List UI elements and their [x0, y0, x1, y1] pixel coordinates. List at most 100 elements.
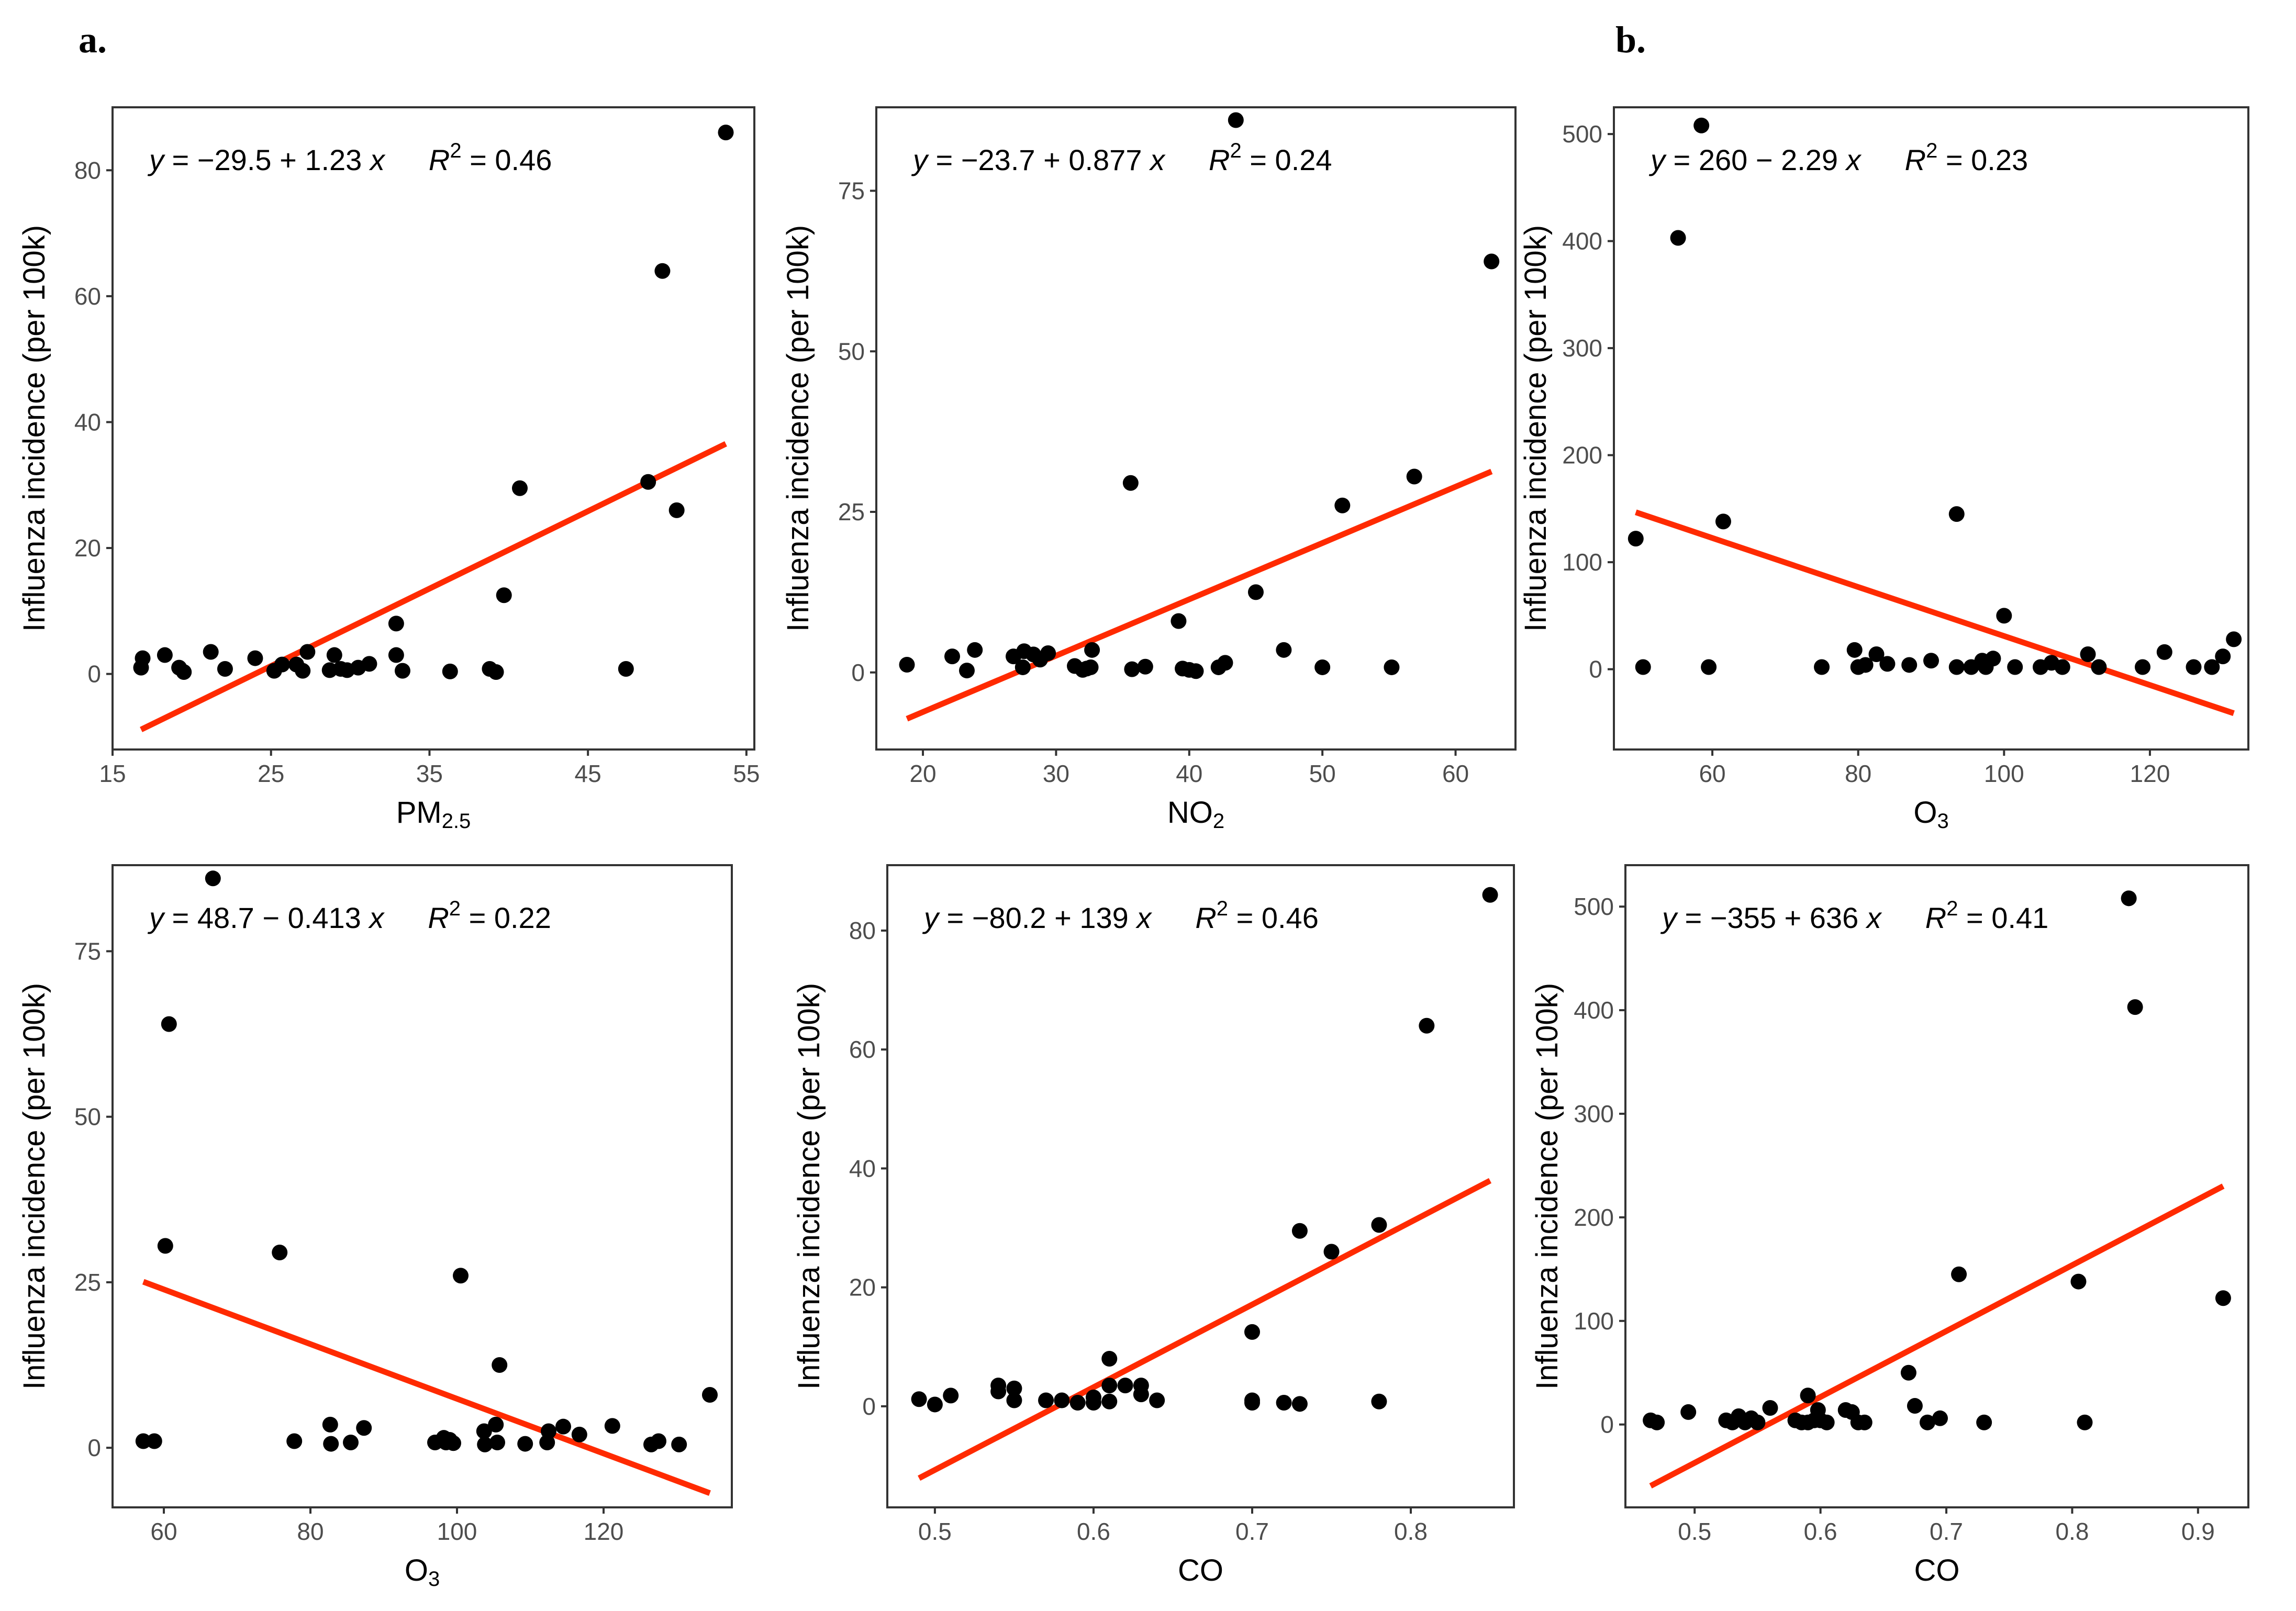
data-point	[2135, 659, 2150, 675]
data-point	[445, 1435, 461, 1451]
y-tick-label: 50	[838, 338, 865, 365]
regression-line	[140, 441, 727, 732]
data-point	[488, 1416, 504, 1433]
regression-line	[918, 1178, 1492, 1481]
data-point	[1040, 645, 1056, 661]
data-point	[217, 661, 233, 677]
data-point	[1101, 1393, 1118, 1409]
data-point	[541, 1423, 556, 1439]
data-point	[1276, 1395, 1292, 1411]
data-point	[651, 1433, 666, 1449]
y-tick-label: 0	[1589, 656, 1602, 683]
plot-frame	[886, 864, 1515, 1508]
data-point	[944, 648, 960, 665]
data-point	[1371, 1393, 1387, 1409]
data-point	[1276, 642, 1292, 658]
regression-equation: y = 260 − 2.29 x R2 = 0.23	[1648, 139, 2028, 176]
data-point	[1919, 1414, 1935, 1430]
x-tick-label: 30	[1043, 760, 1069, 787]
y-tick-label: 400	[1562, 228, 1602, 255]
plot-frame	[112, 106, 755, 751]
y-tick-label: 25	[838, 498, 865, 525]
x-tick-label: 15	[99, 760, 126, 787]
data-point	[1996, 608, 2012, 624]
y-tick-label: 0	[1600, 1411, 1614, 1438]
regression-line	[1635, 509, 2235, 716]
data-point	[496, 587, 512, 603]
data-point	[2204, 659, 2220, 675]
data-point	[967, 642, 983, 658]
data-point	[668, 502, 685, 518]
data-point	[1635, 659, 1651, 675]
data-point	[911, 1391, 927, 1407]
data-point	[604, 1418, 620, 1434]
data-point	[361, 656, 377, 672]
data-point	[1384, 659, 1400, 675]
data-point	[555, 1418, 571, 1435]
data-point	[1628, 531, 1644, 547]
data-point	[1069, 1395, 1086, 1411]
x-tick-label: 120	[2130, 760, 2170, 787]
plot-co-b: 0 100 200 300 400 500 0.5 0.6 0.7 0.8 0.9 CO Influen…	[1530, 864, 2249, 1587]
data-point	[1015, 659, 1031, 675]
x-tick-label: 100	[437, 1518, 477, 1545]
y-tick-label: 200	[1574, 1204, 1614, 1231]
data-point	[286, 1433, 303, 1449]
regression-equation: y = −80.2 + 139 x R2 = 0.46	[922, 897, 1319, 934]
data-point	[1670, 230, 1686, 246]
data-point	[1084, 642, 1100, 658]
y-axis-title: Influenza incidence (per 100k)	[17, 983, 51, 1390]
x-axis-title: CO	[1178, 1553, 1223, 1587]
data-point	[388, 616, 404, 632]
y-tick-label: 60	[74, 283, 101, 310]
data-point	[2127, 999, 2143, 1015]
y-tick-label: 40	[74, 408, 101, 435]
y-tick-label: 100	[1562, 549, 1602, 576]
y-tick-label: 300	[1562, 334, 1602, 362]
data-point	[1419, 1017, 1435, 1034]
data-point	[1985, 651, 2001, 667]
data-point	[943, 1388, 959, 1404]
data-point	[492, 1357, 508, 1373]
data-point	[1800, 1388, 1816, 1404]
data-point	[476, 1423, 492, 1439]
data-point	[135, 1433, 151, 1449]
x-tick-label: 0.7	[1235, 1518, 1269, 1545]
data-point	[1948, 659, 1965, 675]
data-point	[1951, 1266, 1967, 1282]
plot-o3-a: 0 25 50 75 60 80 100 120 O3 Influenza incidence (…	[17, 864, 733, 1591]
data-point	[1762, 1400, 1778, 1416]
data-point	[1171, 613, 1187, 629]
y-tick-label: 80	[849, 917, 876, 944]
data-point	[1923, 653, 1939, 669]
x-tick-label: 35	[416, 760, 443, 787]
data-point	[477, 1436, 493, 1452]
data-point	[453, 1268, 469, 1284]
x-tick-label: 0.8	[1394, 1518, 1428, 1545]
y-tick-label: 20	[849, 1274, 876, 1301]
y-tick-label: 300	[1574, 1100, 1614, 1127]
data-point	[1137, 658, 1153, 675]
y-axis-title: Influenza incidence (per 100k)	[1530, 983, 1564, 1390]
data-point	[2156, 644, 2172, 660]
data-point	[1323, 1244, 1340, 1260]
y-tick-label: 200	[1562, 442, 1602, 469]
x-tick-label: 50	[1309, 760, 1336, 787]
data-point	[323, 1436, 339, 1452]
data-point	[146, 1433, 162, 1449]
data-point	[1749, 1414, 1766, 1430]
data-point	[1900, 1364, 1916, 1381]
plot-pm25: 0 20 40 60 80 15 25 35 45 55 PM2.5 Influenza incide…	[17, 106, 760, 833]
data-point	[326, 647, 342, 663]
data-point	[1244, 1395, 1260, 1411]
regression-equation: y = −355 + 636 x R2 = 0.41	[1660, 897, 2048, 934]
plot-frame	[1624, 864, 2249, 1508]
y-tick-label: 0	[87, 1434, 101, 1461]
data-point	[517, 1436, 533, 1452]
x-tick-label: 55	[733, 760, 760, 787]
data-point	[1006, 1380, 1022, 1396]
data-point	[1124, 661, 1140, 677]
data-point	[2054, 659, 2070, 675]
y-tick-label: 50	[74, 1103, 101, 1131]
y-tick-label: 20	[74, 534, 101, 562]
